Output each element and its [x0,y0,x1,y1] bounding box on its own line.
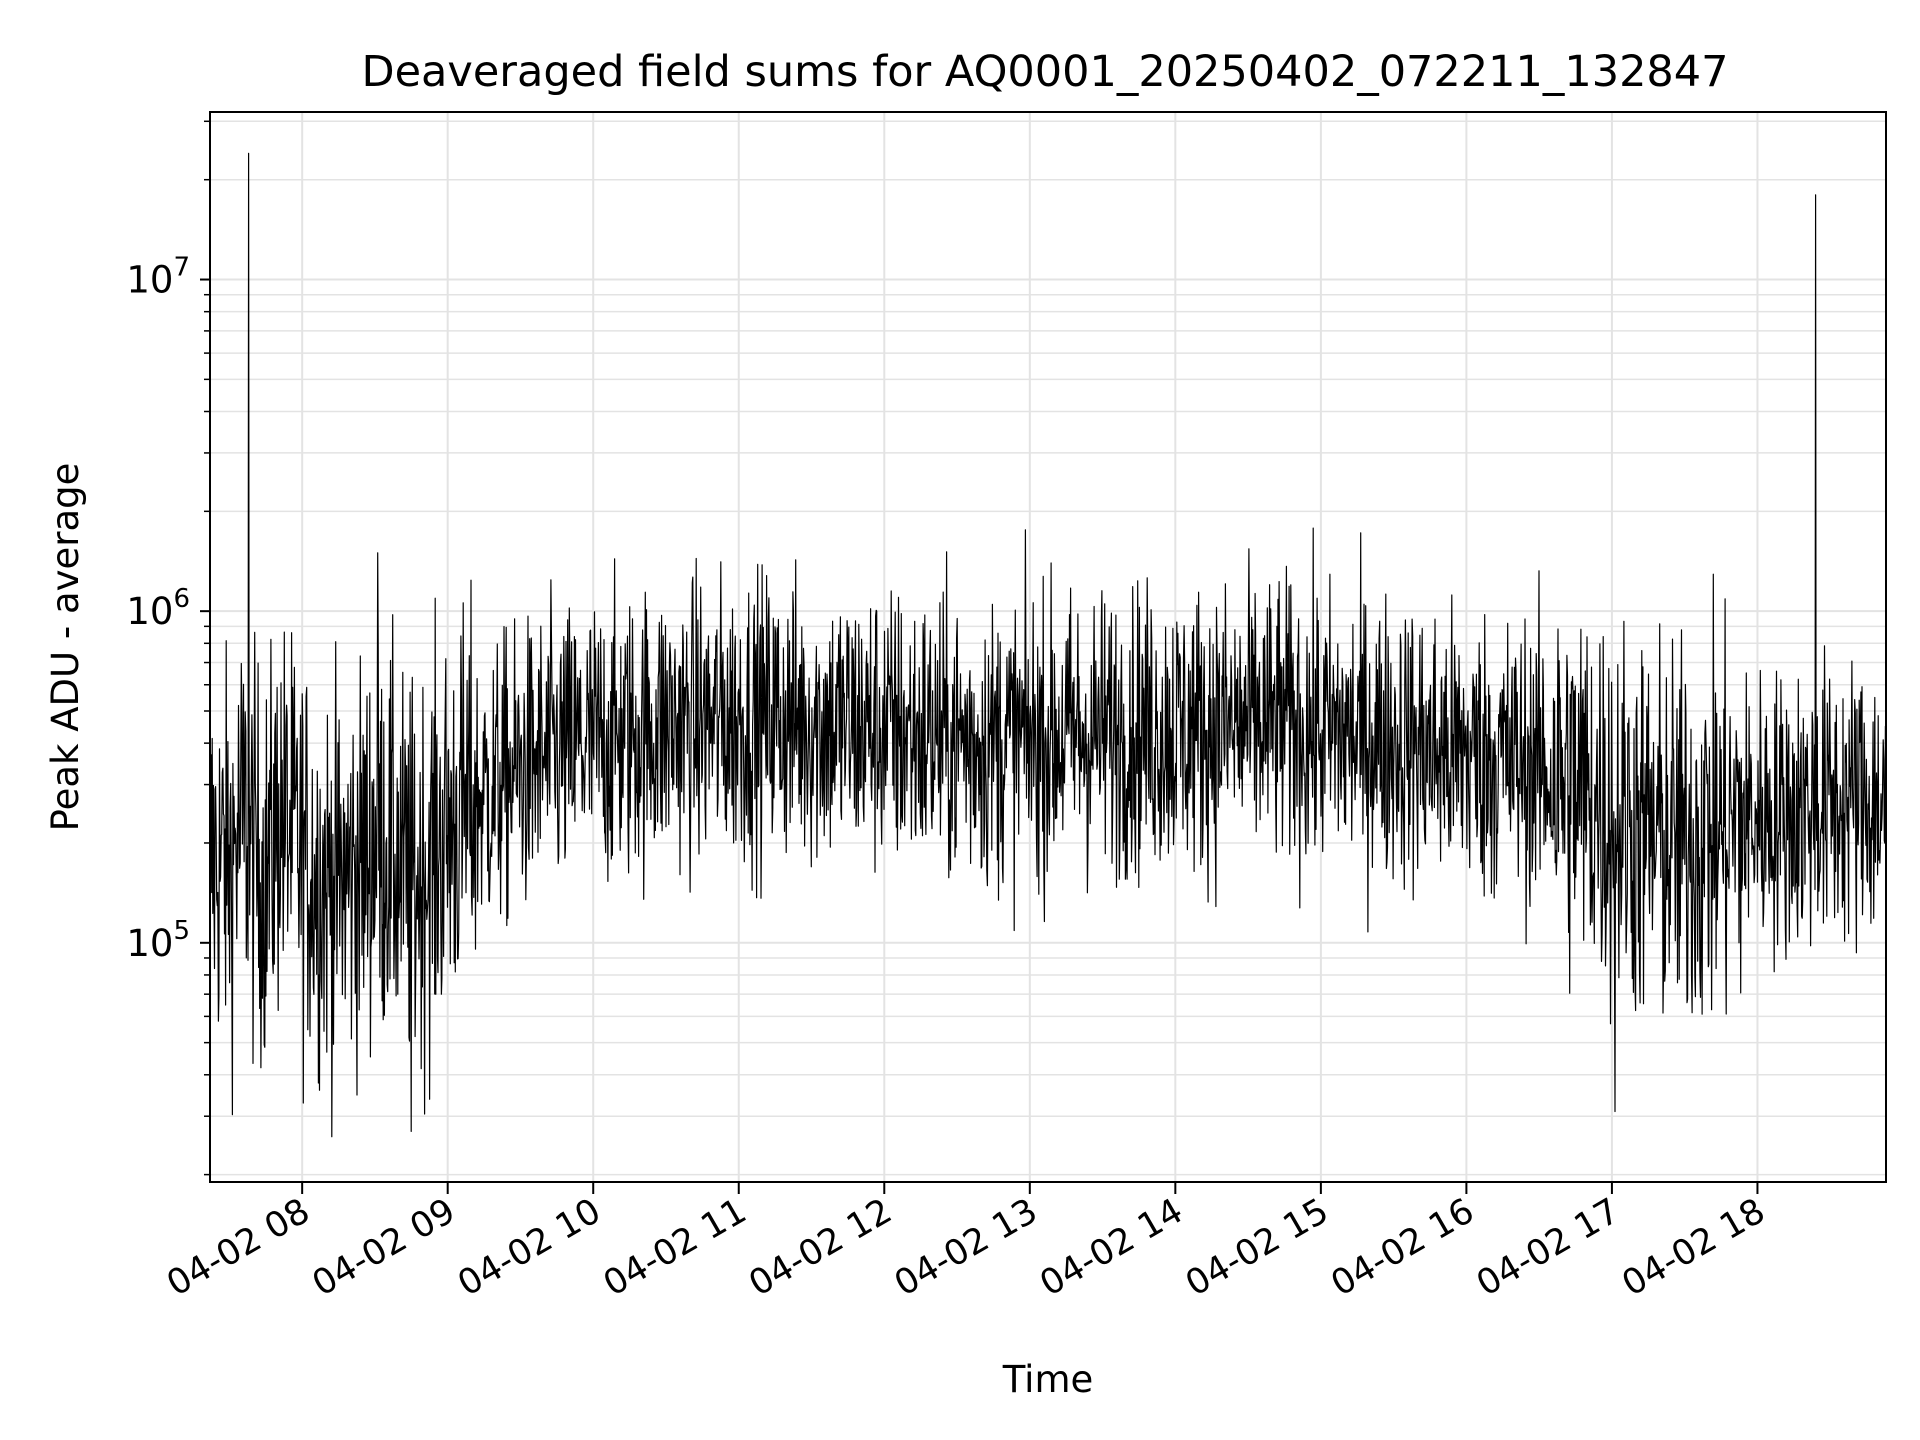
y-tick-label: 106 [126,584,190,633]
series-path [209,152,1887,1138]
y-tick-label: 105 [126,916,190,965]
y-axis-label: Peak ADU - average [44,463,87,832]
chart-title: Deaveraged field sums for AQ0001_2025040… [361,47,1728,97]
series-line [209,152,1887,1138]
y-tick-exponent: 6 [173,584,190,614]
y-tick-base: 10 [126,259,173,302]
y-tick-base: 10 [126,590,173,633]
y-tick-exponent: 7 [173,253,190,283]
y-tick-base: 10 [126,922,173,965]
y-tick-label: 107 [126,253,190,302]
y-tick-exponent: 5 [173,916,190,946]
x-axis-label: Time [1002,1358,1094,1401]
plot-frame [209,111,1887,1183]
